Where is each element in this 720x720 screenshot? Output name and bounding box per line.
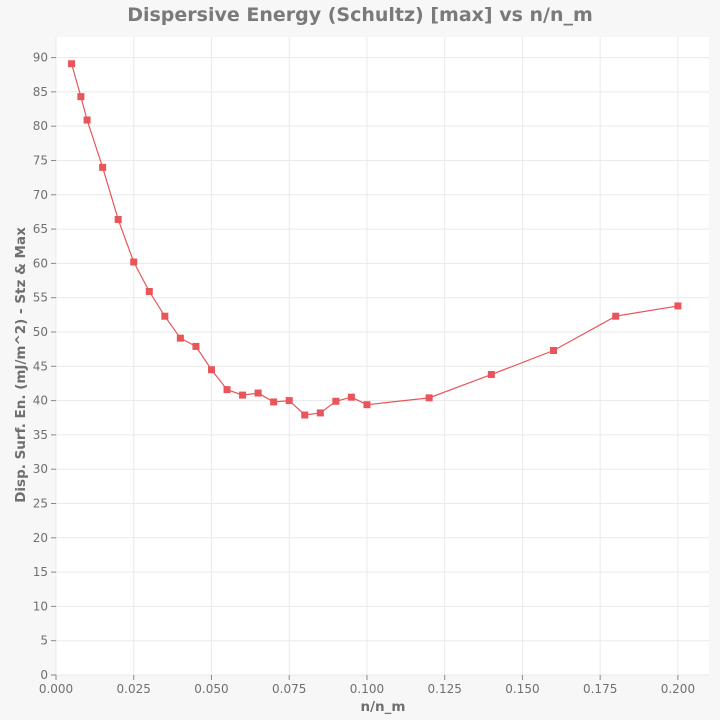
y-axis-label: Disp. Surf. En. (mJ/m^2) - Stz & Max [13,227,29,503]
y-tick-label: 45 [33,359,48,373]
x-axis-label: n/n_m [361,699,406,715]
grid-layer [55,37,709,676]
x-tick-label: 0.050 [194,682,228,696]
y-tick-label: 35 [33,428,48,442]
series-line [70,63,678,416]
y-tick-label: 20 [33,531,48,545]
y-tick-label: 75 [33,153,48,167]
data-point [487,371,495,379]
axis-layer: 0 5 10 15 20 25 30 35 40 45 50 55 60 65 70 75 80 85 90 0.00… [33,51,695,696]
series-layer [68,60,682,419]
data-point [83,116,91,124]
x-tick-label: 0.200 [661,682,695,696]
data-point [68,60,76,68]
data-point [161,312,169,320]
x-tick-label: 0.025 [117,682,151,696]
y-tick-label: 50 [33,325,48,339]
data-point [192,342,200,350]
y-tick-label: 10 [33,599,48,613]
data-point [363,401,371,409]
x-tick-label: 0.175 [583,682,617,696]
data-point [239,391,247,399]
data-point [425,394,433,402]
y-tick-label: 90 [33,51,48,65]
data-point [207,366,215,374]
y-tick-label: 65 [33,222,48,236]
y-tick-label: 25 [33,496,48,510]
x-tick-label: 0.000 [39,682,73,696]
chart-title: Dispersive Energy (Schultz) [max] vs n/n… [127,4,593,26]
y-tick-label: 40 [33,394,48,408]
y-tick-label: 85 [33,85,48,99]
y-tick-label: 15 [33,565,48,579]
y-tick-label: 55 [33,291,48,305]
data-point [550,347,558,355]
data-point [347,393,355,401]
data-point [114,215,122,223]
y-tick-label: 70 [33,188,48,202]
y-tick-label: 30 [33,462,48,476]
y-tick-label: 80 [33,119,48,133]
x-tick-label: 0.100 [350,682,384,696]
y-tick-label: 5 [40,634,48,648]
x-tick-label: 0.075 [272,682,306,696]
data-point [332,397,340,405]
x-tick-label: 0.125 [428,682,462,696]
data-point [301,411,309,419]
data-point [176,334,184,342]
y-tick-label: 0 [40,668,48,682]
data-point [316,409,324,417]
data-point [270,398,278,406]
plot-area [56,37,709,675]
y-tick-label: 60 [33,256,48,270]
data-point [254,389,262,397]
data-point [285,397,293,405]
data-point [674,302,682,310]
data-point [130,258,138,266]
x-tick-label: 0.150 [505,682,539,696]
data-point [99,163,107,171]
data-point [612,312,620,320]
data-point [223,386,231,394]
data-point [145,288,153,296]
data-point [77,93,85,101]
